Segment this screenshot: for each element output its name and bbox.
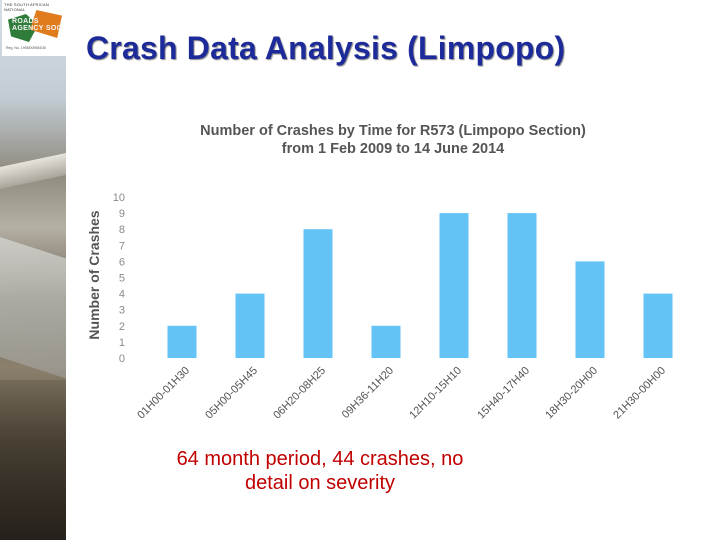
background-highway-photo	[0, 0, 66, 540]
y-tick-label: 5	[119, 273, 125, 285]
logo-registration: Reg. No. 1998/009584/30	[6, 46, 47, 50]
photo-shade	[0, 380, 66, 540]
x-tick-label: 01H00-01H30	[135, 365, 192, 422]
y-tick-label: 9	[119, 208, 125, 220]
chart-subtitle: from 1 Feb 2009 to 14 June 2014	[282, 141, 504, 157]
x-tick-label: 21H30-00H00	[611, 365, 668, 422]
bar	[507, 213, 537, 358]
x-tick-label: 05H00-05H45	[203, 365, 260, 422]
x-tick-label: 12H10-15H10	[407, 365, 464, 422]
bar-chart: Number of Crashes by Time for R573 (Limp…	[86, 123, 673, 422]
caption: 64 month period, 44 crashes, no detail o…	[176, 448, 464, 494]
bar	[439, 213, 469, 358]
bar	[643, 293, 673, 358]
x-tick-label: 06H20-08H25	[271, 365, 328, 422]
y-tick-label: 1	[119, 337, 125, 349]
x-tick-label: 09H36-11H20	[340, 365, 396, 421]
y-axis-label: Number of Crashes	[86, 210, 102, 339]
chart-title: Number of Crashes by Time for R573 (Limp…	[200, 123, 586, 139]
plot-area: 0 1 2 3 4 5 6 7 8 9 10 01H00-01H30 05H00-05H45 06H20-…	[113, 192, 673, 422]
y-tick-label: 0	[119, 353, 125, 365]
y-tick-label: 3	[119, 305, 125, 317]
bar	[575, 261, 605, 358]
bar	[303, 229, 333, 358]
photo-bridge	[0, 152, 66, 190]
sanral-logo: THE SOUTH AFRICAN NATIONAL ROADS AGENCY …	[2, 0, 68, 56]
y-tick-label: 6	[119, 256, 125, 268]
logo-name: ROADS AGENCY SOC	[12, 18, 62, 32]
page-title: Crash Data Analysis (Limpopo)	[86, 30, 566, 66]
y-tick-label: 7	[119, 240, 125, 252]
y-tick-label: 2	[119, 321, 125, 333]
logo-top-text: THE SOUTH AFRICAN NATIONAL	[4, 2, 49, 12]
photo-road	[0, 227, 66, 393]
x-tick-label: 18H30-20H00	[543, 365, 600, 422]
bar	[235, 293, 265, 358]
bar	[371, 325, 401, 358]
bar	[167, 325, 197, 358]
y-tick-label: 8	[119, 224, 125, 236]
y-tick-label: 10	[113, 192, 125, 204]
y-tick-label: 4	[119, 289, 125, 301]
x-tick-label: 15H40-17H40	[475, 365, 532, 422]
